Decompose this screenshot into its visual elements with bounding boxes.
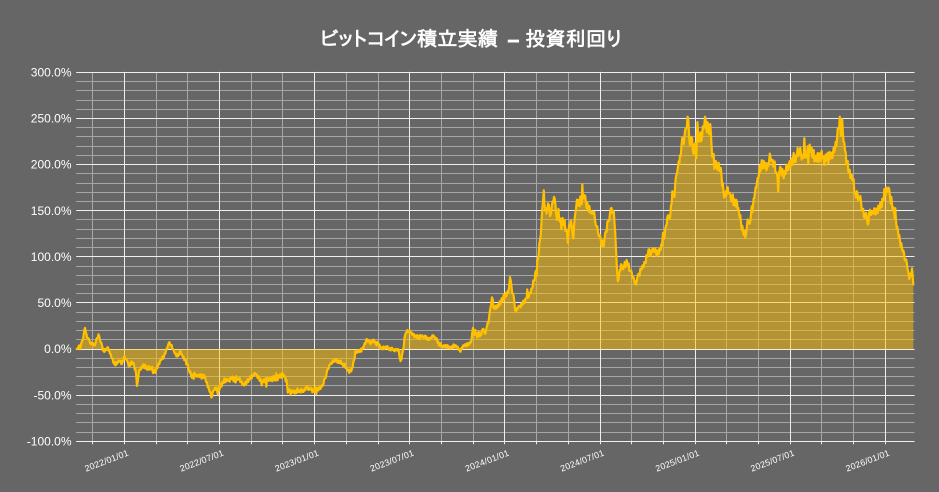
svg-text:50.0%: 50.0% — [37, 296, 71, 310]
svg-text:150.0%: 150.0% — [31, 204, 72, 218]
svg-text:100.0%: 100.0% — [31, 250, 72, 264]
svg-text:300.0%: 300.0% — [31, 66, 72, 80]
svg-text:250.0%: 250.0% — [31, 112, 72, 126]
svg-text:-50.0%: -50.0% — [33, 388, 71, 402]
svg-text:200.0%: 200.0% — [31, 158, 72, 172]
svg-text:0.0%: 0.0% — [44, 342, 72, 356]
svg-text:-100.0%: -100.0% — [27, 434, 72, 448]
